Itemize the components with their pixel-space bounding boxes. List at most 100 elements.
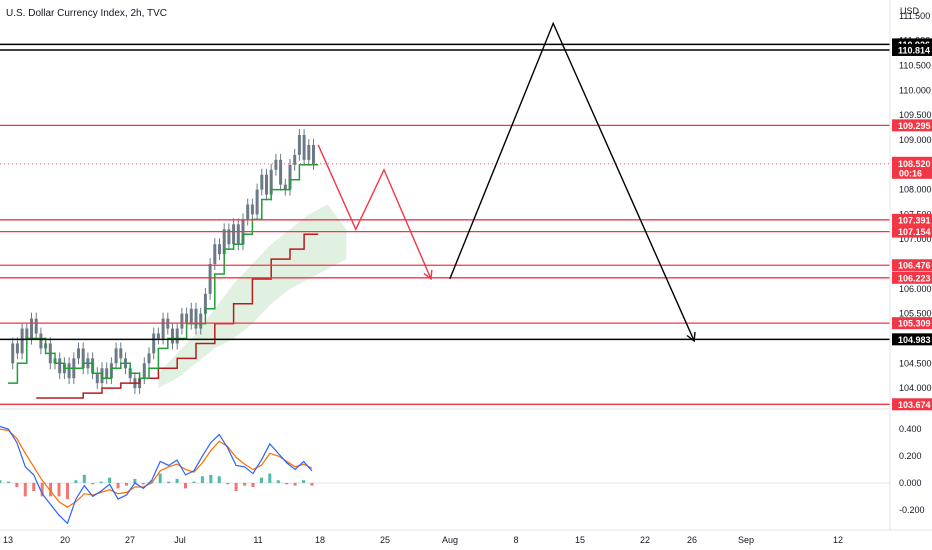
candle-body [297,135,301,155]
histogram-bar [234,482,238,492]
level-badge [892,259,932,272]
histogram-bar [57,482,61,497]
oscillator-pane[interactable] [0,425,890,525]
oscillator-tick-label: 0.200 [899,451,922,461]
time-axis[interactable]: 13 20 27 Jul 11 18 25 Aug 8 15 22 26 Sep 12 [3,535,843,545]
current-price-label: 108.520 [898,159,931,169]
time-tick-label: 13 [3,535,13,545]
slow-baseline-line [36,233,319,399]
projection-paths [317,21,696,343]
time-tick-label: Sep [738,535,754,545]
level-badge [892,271,932,284]
histogram-bar [150,480,154,483]
price-tick-label: 104.500 [899,358,932,368]
price-tick-label: 110.000 [899,85,931,95]
time-tick-label: 26 [687,535,697,545]
level-badge [892,398,932,411]
candle-body [58,358,62,374]
level-badge [892,43,932,56]
histogram-bar [6,481,10,483]
countdown-label: 00:16 [899,168,922,178]
level-badge-label: 106.223 [898,273,931,283]
price-tick-label: 105.500 [899,309,932,319]
candle-body [274,159,278,170]
histogram-bar [158,473,162,483]
candle-body [105,368,109,379]
candle-body [156,333,160,339]
candle-body [265,174,268,195]
candle-body [189,308,193,324]
histogram-bar [268,473,272,483]
candle-body [67,363,71,379]
level-badge [892,317,932,330]
candle-body [218,244,221,255]
histogram-bar [74,480,78,483]
candle-body [180,313,184,329]
candle-body [147,353,151,364]
level-badge [892,213,932,226]
oscillator-tick-label: 0.400 [899,424,922,434]
time-tick-label: 12 [833,535,843,545]
level-badge-label: 104.983 [898,335,931,345]
level-badge-label: 106.476 [898,261,931,271]
histogram-bar [259,477,263,483]
price-pane[interactable] [0,21,890,405]
level-badge-label: 110.814 [898,45,930,55]
candle-body [95,373,99,384]
candle-body [185,313,189,324]
oscillator-lines [0,425,313,525]
candle-body [77,348,80,359]
level-badge [892,119,932,132]
histogram-bar [167,481,171,483]
histogram-bar [133,478,137,483]
fast-conversion-line [8,164,319,384]
histogram-bar [141,482,145,485]
histogram-bar [302,480,306,483]
histogram-bar [32,482,36,492]
time-tick-label: 22 [640,535,650,545]
histogram-bar [99,481,103,483]
candle-body [30,318,33,339]
level-badge-label: 103.674 [898,400,931,410]
candle-body [312,144,315,164]
time-tick-label: Aug [442,535,458,545]
candle-body [227,229,231,245]
level-badge-label: 107.154 [898,227,931,237]
candle-body [11,343,15,364]
histogram-bar [251,482,255,487]
candle-body [171,328,174,344]
histogram-bar [116,482,120,489]
histogram-bar [209,474,213,483]
candle-body [81,348,85,369]
histogram-bar [175,478,179,483]
candle-body [260,174,264,190]
candle-body [34,318,38,334]
histogram-bar [124,482,128,486]
candle-body [114,348,118,364]
histogram-bar [23,482,27,497]
macd-line [0,425,313,525]
signal-line [0,428,313,508]
bearish-projection-arrowhead [423,269,433,281]
histogram-bar [285,482,289,485]
time-tick-label: 25 [380,535,390,545]
candle-body [15,343,19,354]
currency-label: USD [900,6,920,16]
current-price-badge [892,156,932,179]
candle-body [208,264,212,294]
candle-body [175,328,179,344]
histogram-bar [0,480,2,483]
histogram-bar [192,481,196,483]
time-tick-label: 18 [315,535,325,545]
histogram-bar [200,476,204,483]
price-tick-label: 110.500 [899,61,931,71]
oscillator-tick-label: -0.200 [899,505,925,515]
price-tick-label: 104.000 [899,383,932,393]
price-tick-label: 106.000 [899,284,932,294]
histogram-bar [276,480,280,483]
oscillator-tick-label: 0.000 [899,478,922,488]
oscillator-axis[interactable]: 0.400 0.200 0.000 -0.200 [899,424,925,515]
candle-body [293,154,297,165]
